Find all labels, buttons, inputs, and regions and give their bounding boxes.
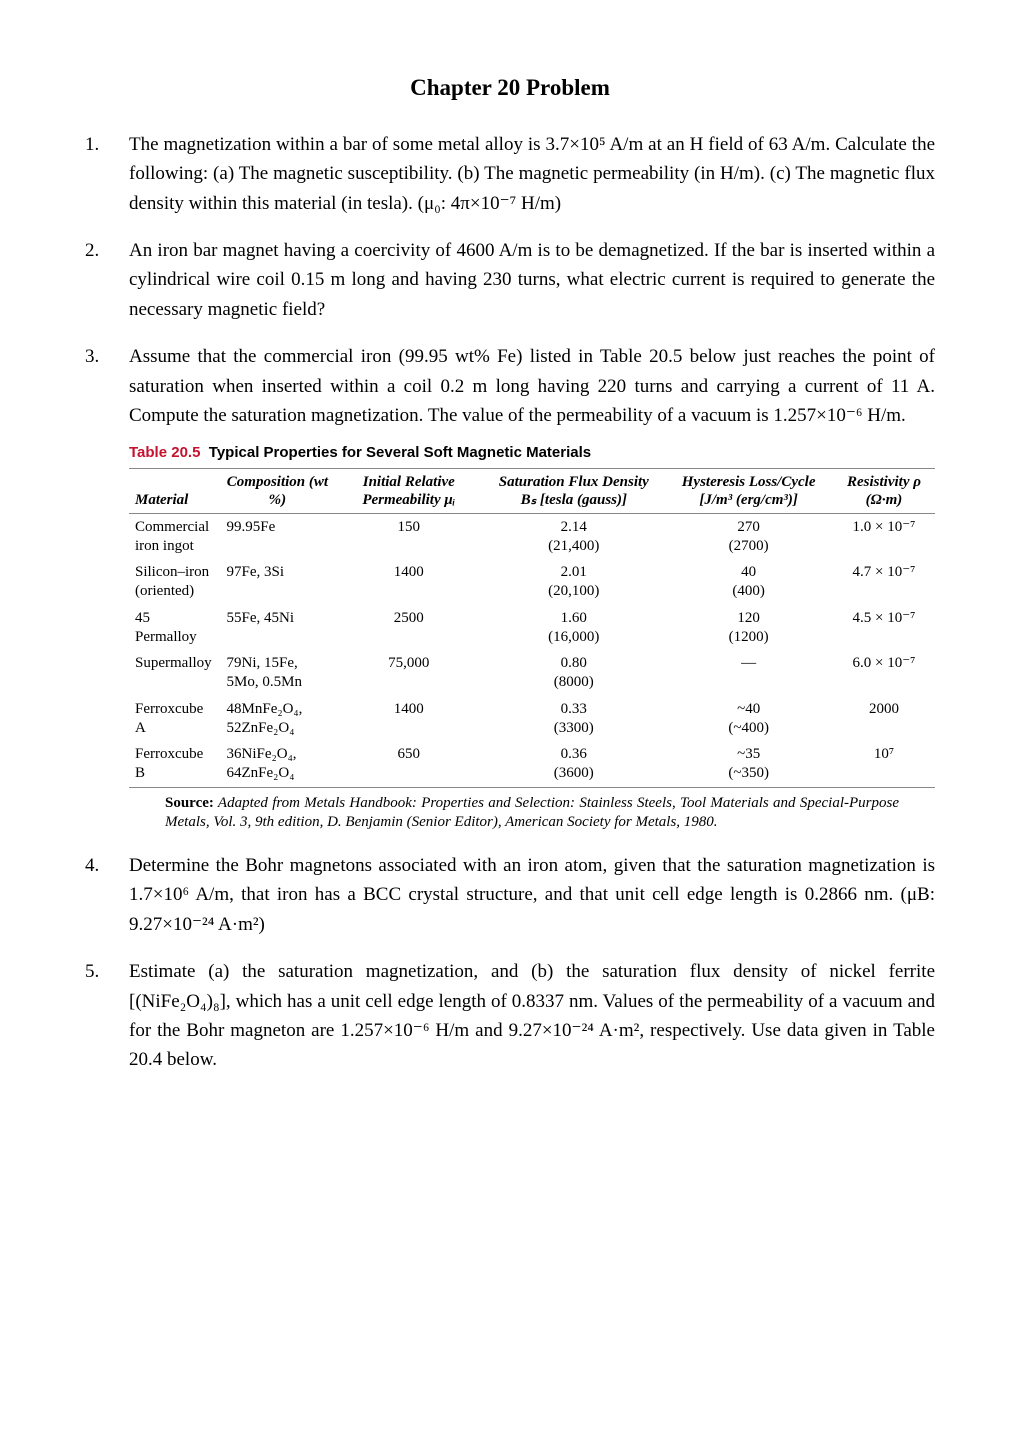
- cell-composition: 48MnFe₂O₄, 52ZnFe₂O₄: [221, 696, 335, 742]
- problem-list: The magnetization within a bar of some m…: [85, 130, 935, 1075]
- cell-flux: 1.60 (16,000): [483, 605, 664, 651]
- source-text: Adapted from Metals Handbook: Properties…: [165, 795, 899, 831]
- cell-flux: 2.14 (21,400): [483, 513, 664, 559]
- table-row: Ferroxcube B 36NiFe₂O₄, 64ZnFe₂O₄ 650 0.…: [129, 741, 935, 787]
- problem-2: An iron bar magnet having a coercivity o…: [85, 236, 935, 324]
- table-row: Ferroxcube A 48MnFe₂O₄, 52ZnFe₂O₄ 1400 0…: [129, 696, 935, 742]
- problem-3-text: Assume that the commercial iron (99.95 w…: [129, 346, 935, 426]
- cell-perm: 650: [334, 741, 483, 787]
- cell-hyst: ~35 (~350): [664, 741, 833, 787]
- col-flux: Saturation Flux Density Bₛ [tesla (gauss…: [483, 468, 664, 513]
- col-material: Material: [129, 468, 221, 513]
- table-row: Supermalloy 79Ni, 15Fe, 5Mo, 0.5Mn 75,00…: [129, 650, 935, 696]
- cell-hyst: 270 (2700): [664, 513, 833, 559]
- cell-res: 1.0 × 10⁻⁷: [833, 513, 935, 559]
- cell-flux: 0.80 (8000): [483, 650, 664, 696]
- cell-perm: 150: [334, 513, 483, 559]
- table-row: Commercial iron ingot 99.95Fe 150 2.14 (…: [129, 513, 935, 559]
- cell-material: 45 Permalloy: [129, 605, 221, 651]
- cell-perm: 2500: [334, 605, 483, 651]
- cell-composition: 79Ni, 15Fe, 5Mo, 0.5Mn: [221, 650, 335, 696]
- cell-material: Ferroxcube A: [129, 696, 221, 742]
- cell-flux: 0.36 (3600): [483, 741, 664, 787]
- cell-hyst: ~40 (~400): [664, 696, 833, 742]
- cell-res: 6.0 × 10⁻⁷: [833, 650, 935, 696]
- table-20-5: Table 20.5 Typical Properties for Severa…: [129, 441, 935, 833]
- cell-res: 4.5 × 10⁻⁷: [833, 605, 935, 651]
- cell-material: Supermalloy: [129, 650, 221, 696]
- cell-perm: 1400: [334, 696, 483, 742]
- cell-hyst: 40 (400): [664, 559, 833, 605]
- source-label: Source:: [165, 795, 214, 811]
- table-title: Typical Properties for Several Soft Magn…: [209, 444, 591, 461]
- table-row: Silicon–iron (oriented) 97Fe, 3Si 1400 2…: [129, 559, 935, 605]
- cell-res: 2000: [833, 696, 935, 742]
- materials-table: Material Composition (wt %) Initial Rela…: [129, 468, 935, 788]
- table-row: 45 Permalloy 55Fe, 45Ni 2500 1.60 (16,00…: [129, 605, 935, 651]
- col-hysteresis: Hysteresis Loss/Cycle [J/m³ (erg/cm³)]: [664, 468, 833, 513]
- problem-4: Determine the Bohr magnetons associated …: [85, 851, 935, 939]
- table-header-row: Material Composition (wt %) Initial Rela…: [129, 468, 935, 513]
- cell-composition: 36NiFe₂O₄, 64ZnFe₂O₄: [221, 741, 335, 787]
- problem-3: Assume that the commercial iron (99.95 w…: [85, 342, 935, 833]
- col-resistivity: Resistivity ρ (Ω·m): [833, 468, 935, 513]
- cell-hyst: —: [664, 650, 833, 696]
- cell-perm: 1400: [334, 559, 483, 605]
- col-permeability: Initial Relative Permeability μᵢ: [334, 468, 483, 513]
- table-source: Source: Adapted from Metals Handbook: Pr…: [165, 794, 899, 833]
- cell-composition: 97Fe, 3Si: [221, 559, 335, 605]
- cell-hyst: 120 (1200): [664, 605, 833, 651]
- page-title: Chapter 20 Problem: [85, 70, 935, 106]
- cell-material: Commercial iron ingot: [129, 513, 221, 559]
- problem-1: The magnetization within a bar of some m…: [85, 130, 935, 218]
- cell-composition: 55Fe, 45Ni: [221, 605, 335, 651]
- problem-5: Estimate (a) the saturation magnetizatio…: [85, 957, 935, 1075]
- cell-flux: 0.33 (3300): [483, 696, 664, 742]
- cell-res: 4.7 × 10⁻⁷: [833, 559, 935, 605]
- cell-perm: 75,000: [334, 650, 483, 696]
- table-number: Table 20.5: [129, 444, 200, 461]
- cell-material: Ferroxcube B: [129, 741, 221, 787]
- cell-composition: 99.95Fe: [221, 513, 335, 559]
- cell-flux: 2.01 (20,100): [483, 559, 664, 605]
- cell-material: Silicon–iron (oriented): [129, 559, 221, 605]
- cell-res: 10⁷: [833, 741, 935, 787]
- table-caption: Table 20.5 Typical Properties for Severa…: [129, 441, 935, 464]
- col-composition: Composition (wt %): [221, 468, 335, 513]
